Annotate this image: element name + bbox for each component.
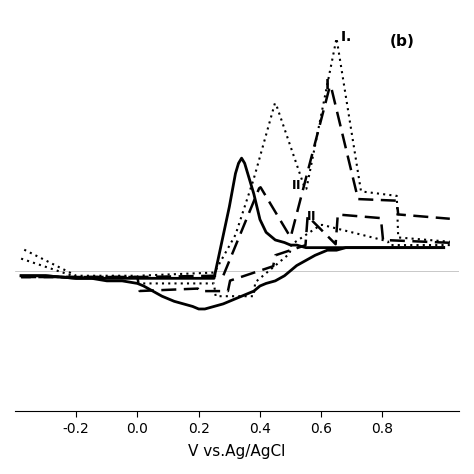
Text: $\mathbf{I.}$: $\mathbf{I.}$ <box>339 29 351 44</box>
Text: $\mathbf{II}$: $\mathbf{II}$ <box>306 210 316 222</box>
Text: $\mathbf{(b)}$: $\mathbf{(b)}$ <box>389 32 414 50</box>
Text: $\mathbf{II}$: $\mathbf{II}$ <box>291 179 301 192</box>
Text: $\mathbf{I}$: $\mathbf{I}$ <box>324 78 330 92</box>
X-axis label: V vs.Ag/AgCl: V vs.Ag/AgCl <box>188 444 286 459</box>
